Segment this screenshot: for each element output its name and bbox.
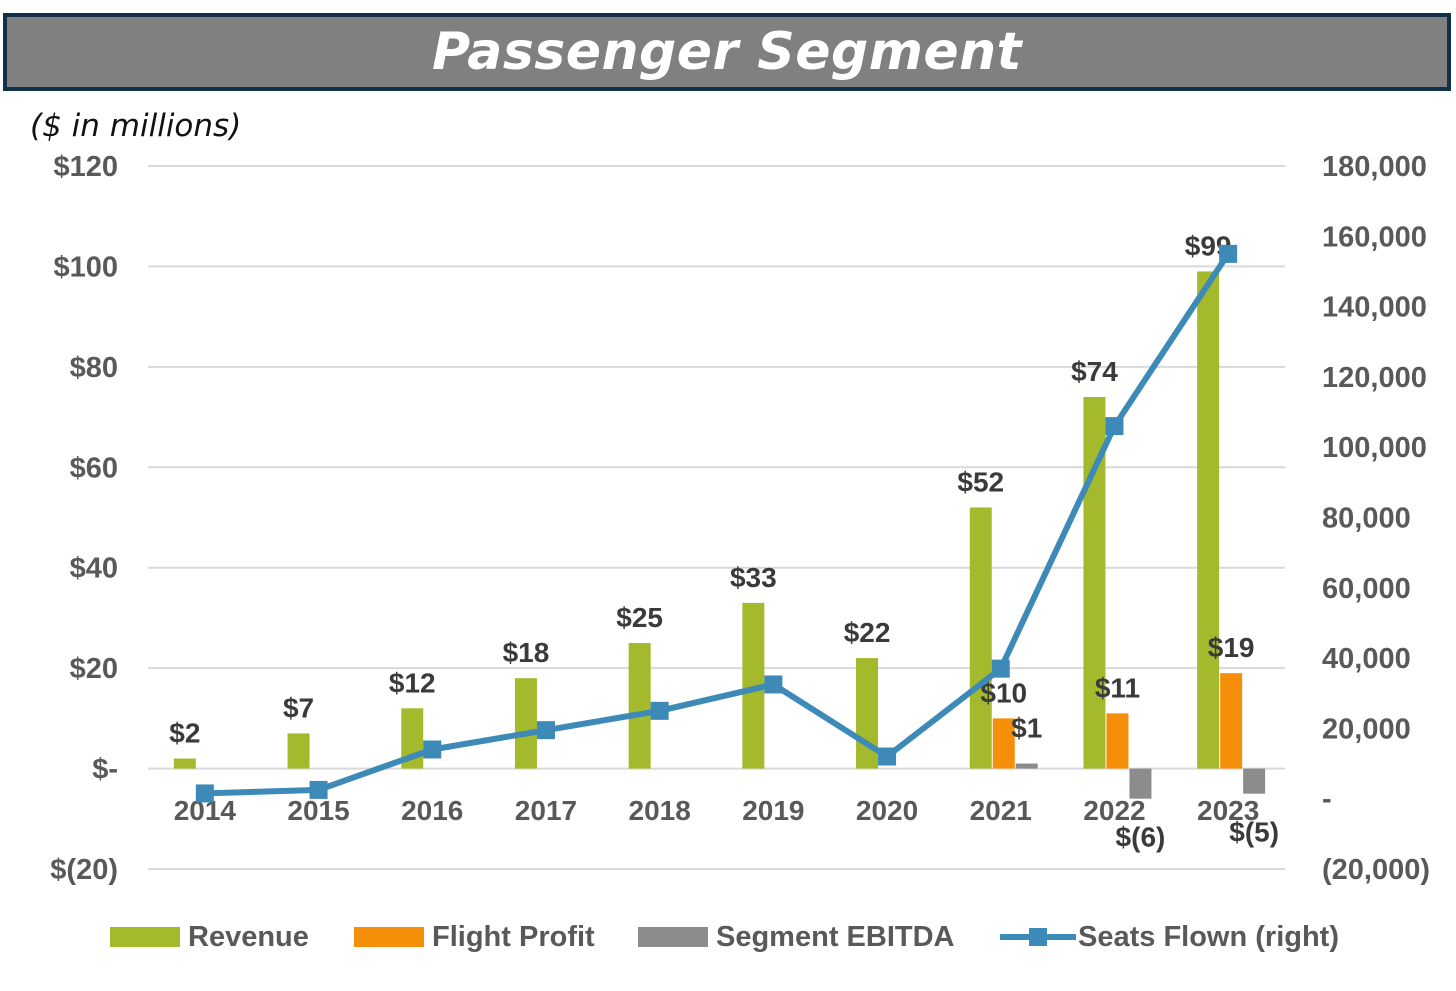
bar-revenue (628, 643, 651, 769)
legend-swatch-segment-ebitda (638, 927, 708, 947)
y2-axis-tick-label: 100,000 (1322, 432, 1427, 464)
data-label-flight-profit: $11 (1095, 672, 1140, 703)
data-label-revenue: $52 (957, 466, 1004, 497)
data-label-revenue: $25 (616, 602, 663, 633)
marker-seats-flown (536, 721, 555, 740)
legend-label-flight-profit: Flight Profit (432, 920, 595, 953)
line-seats-flown (204, 252, 1231, 797)
x-axis-category-label: 2019 (742, 795, 804, 826)
x-axis-category-label: 2020 (856, 795, 918, 826)
x-axis-category-label: 2016 (401, 795, 463, 826)
y-axis-tick-label: $80 (70, 352, 118, 384)
legend-label-seats-flown: Seats Flown (right) (1078, 920, 1339, 953)
data-label-revenue: $7 (283, 692, 314, 723)
marker-seats-flown (650, 701, 669, 720)
y2-axis-tick-label: 140,000 (1322, 292, 1427, 324)
bar-segment-ebitda (1015, 763, 1038, 769)
marker-seats-flown (1219, 244, 1238, 263)
data-label-flight-profit: $10 (980, 677, 1027, 708)
data-label-revenue: $2 (169, 718, 200, 749)
marker-seats-flown (1105, 417, 1124, 436)
y2-axis-tick-label: 160,000 (1322, 221, 1427, 253)
legend: Revenue Flight Profit Segment EBITDA Sea… (0, 914, 1456, 960)
y2-axis-tick-label: 60,000 (1322, 573, 1411, 605)
y2-axis-tick-label: 80,000 (1322, 503, 1411, 535)
bar-revenue (287, 733, 310, 769)
y-axis-tick-label: $60 (70, 452, 118, 484)
units-note: ($ in millions) (30, 108, 242, 144)
y-axis-tick-label: $120 (53, 151, 118, 183)
bar-revenue (742, 602, 765, 769)
bar-segment-ebitda (1129, 768, 1152, 799)
bar-flight-profit (1220, 673, 1243, 769)
y-axis-tick-label: $- (92, 754, 118, 786)
marker-seats-flown (991, 659, 1010, 678)
marker-seats-flown (764, 675, 783, 694)
bar-segment-ebitda (1243, 768, 1266, 794)
x-axis-category-label: 2018 (629, 795, 691, 826)
y-axis-tick-label: $20 (70, 653, 118, 685)
data-label-revenue: $33 (730, 562, 777, 593)
legend-label-revenue: Revenue (188, 920, 309, 953)
bar-flight-profit (992, 718, 1015, 769)
legend-item-revenue: Revenue (110, 914, 309, 960)
legend-item-segment-ebitda: Segment EBITDA (638, 914, 954, 960)
y2-axis-tick-label: 180,000 (1322, 151, 1427, 183)
x-axis-category-label: 2017 (515, 795, 577, 826)
y2-axis-tick-label: (20,000) (1322, 854, 1430, 886)
x-axis-category-label: 2021 (970, 795, 1032, 826)
data-label-revenue: $12 (389, 667, 436, 698)
y-axis-tick-label: $100 (53, 251, 118, 283)
y2-axis-tick-label: 120,000 (1322, 362, 1427, 394)
data-label-segment-ebitda: $(5) (1229, 817, 1279, 848)
legend-label-segment-ebitda: Segment EBITDA (716, 920, 955, 953)
bar-revenue (1197, 271, 1220, 769)
legend-item-flight-profit: Flight Profit (354, 914, 595, 960)
data-label-revenue: $18 (503, 637, 550, 668)
chart-title: Passenger Segment (431, 22, 1023, 82)
y-axis-tick-label: $40 (70, 553, 118, 585)
data-label-revenue: $22 (844, 617, 891, 648)
marker-seats-flown (878, 747, 897, 766)
legend-swatch-revenue (110, 927, 180, 947)
x-axis-category-label: 2022 (1083, 795, 1145, 826)
marker-seats-flown (195, 784, 214, 803)
bar-revenue (969, 507, 992, 769)
bar-revenue (173, 758, 196, 769)
bar-revenue (1083, 396, 1106, 769)
chart-title-bar: Passenger Segment (3, 13, 1451, 91)
legend-line-marker-seats-flown (1000, 917, 1076, 957)
x-axis-category-label: 2015 (287, 795, 349, 826)
data-label-flight-profit: $19 (1208, 632, 1255, 663)
data-label-segment-ebitda: $1 (1011, 713, 1042, 744)
y2-axis-tick-label: - (1322, 784, 1332, 816)
y-axis-tick-label: $(20) (50, 854, 118, 886)
marker-seats-flown (423, 740, 442, 759)
legend-item-seats-flown: Seats Flown (right) (1000, 914, 1339, 960)
y2-axis-tick-label: 40,000 (1322, 643, 1411, 675)
legend-swatch-flight-profit (354, 927, 424, 947)
y2-axis-tick-label: 20,000 (1322, 713, 1411, 745)
data-label-segment-ebitda: $(6) (1116, 822, 1166, 853)
bar-flight-profit (1106, 713, 1129, 769)
data-label-revenue: $74 (1071, 356, 1118, 387)
x-axis-category-label: 2023 (1197, 795, 1259, 826)
bar-revenue (514, 678, 537, 769)
marker-seats-flown (309, 780, 328, 799)
